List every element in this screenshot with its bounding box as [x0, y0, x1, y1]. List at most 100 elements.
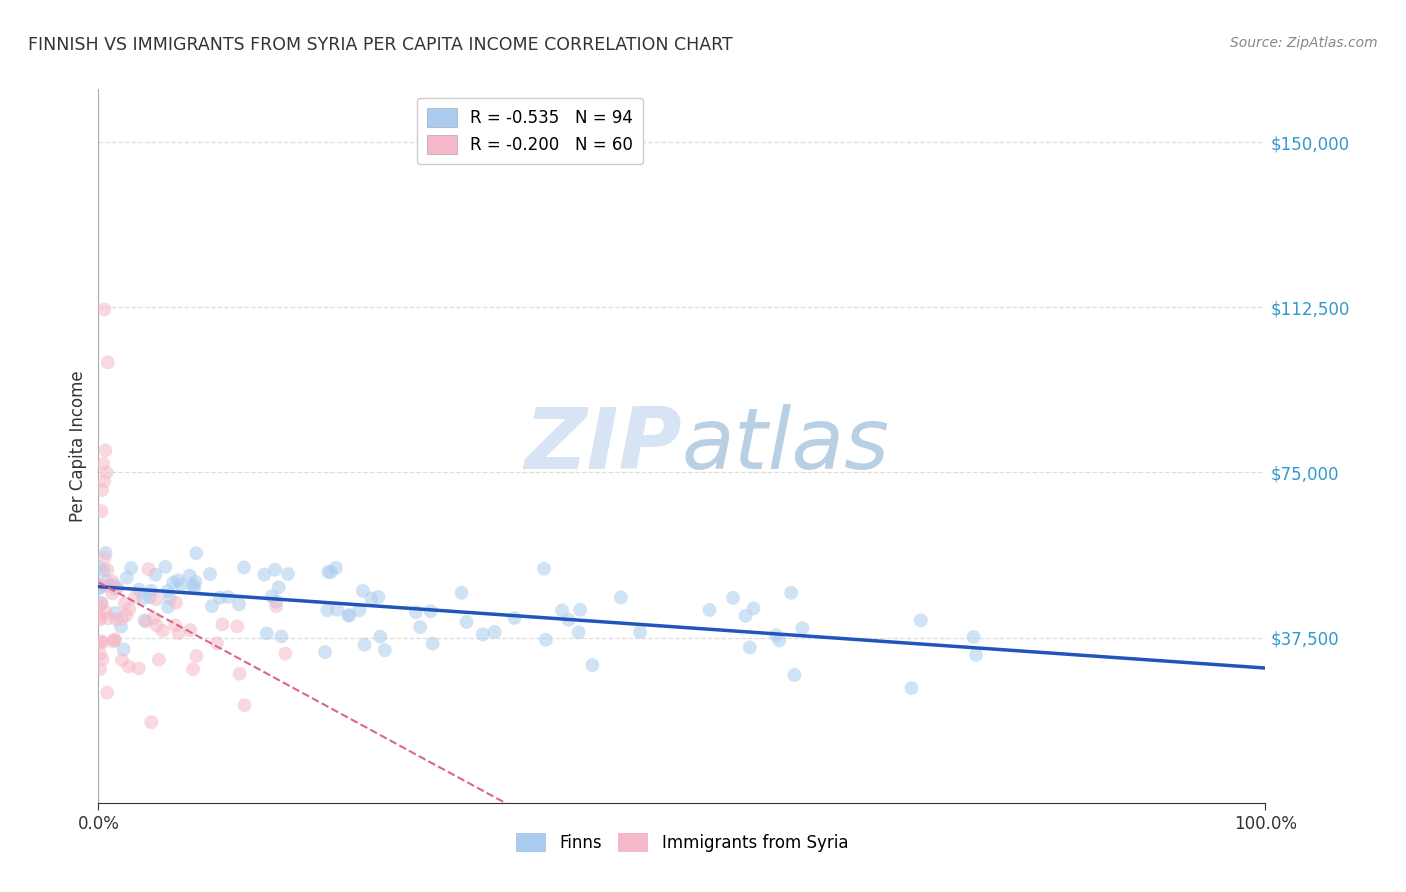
- Point: [316, 565, 339, 579]
- Point: [742, 601, 765, 615]
- Point: [738, 640, 761, 655]
- Point: [90, 596, 112, 610]
- Point: [104, 582, 127, 596]
- Point: [91, 635, 114, 649]
- Point: [226, 619, 249, 633]
- Point: [534, 632, 557, 647]
- Point: [138, 562, 160, 576]
- Point: [89, 610, 111, 624]
- Point: [105, 612, 128, 626]
- Point: [142, 611, 165, 625]
- Point: [792, 621, 814, 635]
- Point: [184, 574, 207, 589]
- Point: [162, 575, 184, 590]
- Point: [699, 603, 721, 617]
- Point: [326, 603, 349, 617]
- Point: [111, 653, 134, 667]
- Point: [101, 586, 124, 600]
- Point: [128, 582, 150, 597]
- Point: [146, 618, 169, 632]
- Point: [319, 566, 342, 580]
- Point: [186, 648, 208, 663]
- Point: [264, 563, 287, 577]
- Point: [91, 652, 114, 666]
- Point: [783, 668, 806, 682]
- Point: [145, 567, 167, 582]
- Point: [349, 603, 371, 617]
- Point: [170, 578, 193, 592]
- Point: [316, 603, 339, 617]
- Point: [186, 546, 208, 560]
- Point: [87, 599, 110, 614]
- Point: [135, 615, 157, 629]
- Point: [141, 583, 163, 598]
- Point: [134, 613, 156, 627]
- Point: [910, 613, 932, 627]
- Point: [97, 579, 120, 593]
- Point: [112, 642, 135, 657]
- Point: [105, 581, 128, 595]
- Point: [104, 632, 127, 647]
- Point: [94, 605, 117, 619]
- Point: [198, 566, 221, 581]
- Point: [503, 611, 526, 625]
- Point: [765, 628, 787, 642]
- Point: [253, 567, 276, 582]
- Point: [456, 615, 478, 629]
- Point: [132, 591, 155, 606]
- Point: [103, 578, 125, 592]
- Point: [167, 574, 190, 588]
- Point: [94, 443, 117, 458]
- Point: [721, 591, 744, 605]
- Point: [557, 613, 579, 627]
- Point: [115, 571, 138, 585]
- Point: [228, 598, 250, 612]
- Point: [103, 634, 125, 648]
- Point: [93, 302, 115, 317]
- Point: [551, 603, 574, 617]
- Point: [314, 645, 336, 659]
- Point: [484, 624, 506, 639]
- Point: [152, 624, 174, 638]
- Point: [233, 560, 256, 574]
- Point: [205, 636, 228, 650]
- Point: [768, 633, 790, 648]
- Point: [87, 582, 110, 596]
- Point: [111, 612, 134, 626]
- Point: [405, 605, 427, 619]
- Point: [90, 483, 112, 497]
- Point: [267, 580, 290, 594]
- Point: [183, 581, 205, 595]
- Point: [419, 604, 441, 618]
- Point: [471, 627, 494, 641]
- Point: [374, 643, 396, 657]
- Point: [89, 580, 111, 594]
- Point: [96, 466, 118, 480]
- Point: [157, 599, 180, 614]
- Point: [159, 591, 181, 606]
- Point: [568, 625, 591, 640]
- Point: [352, 583, 374, 598]
- Point: [256, 626, 278, 640]
- Point: [91, 578, 114, 592]
- Point: [325, 560, 347, 574]
- Point: [450, 586, 472, 600]
- Point: [367, 590, 389, 604]
- Point: [141, 715, 163, 730]
- Point: [734, 609, 756, 624]
- Point: [533, 562, 555, 576]
- Point: [155, 559, 177, 574]
- Point: [90, 504, 112, 518]
- Point: [96, 563, 118, 577]
- Point: [264, 595, 287, 609]
- Point: [260, 590, 283, 604]
- Point: [104, 606, 127, 620]
- Point: [128, 661, 150, 675]
- Point: [228, 666, 250, 681]
- Point: [114, 597, 136, 611]
- Point: [94, 574, 117, 588]
- Text: ZIP: ZIP: [524, 404, 682, 488]
- Point: [217, 590, 239, 604]
- Point: [89, 613, 111, 627]
- Text: Source: ZipAtlas.com: Source: ZipAtlas.com: [1230, 36, 1378, 50]
